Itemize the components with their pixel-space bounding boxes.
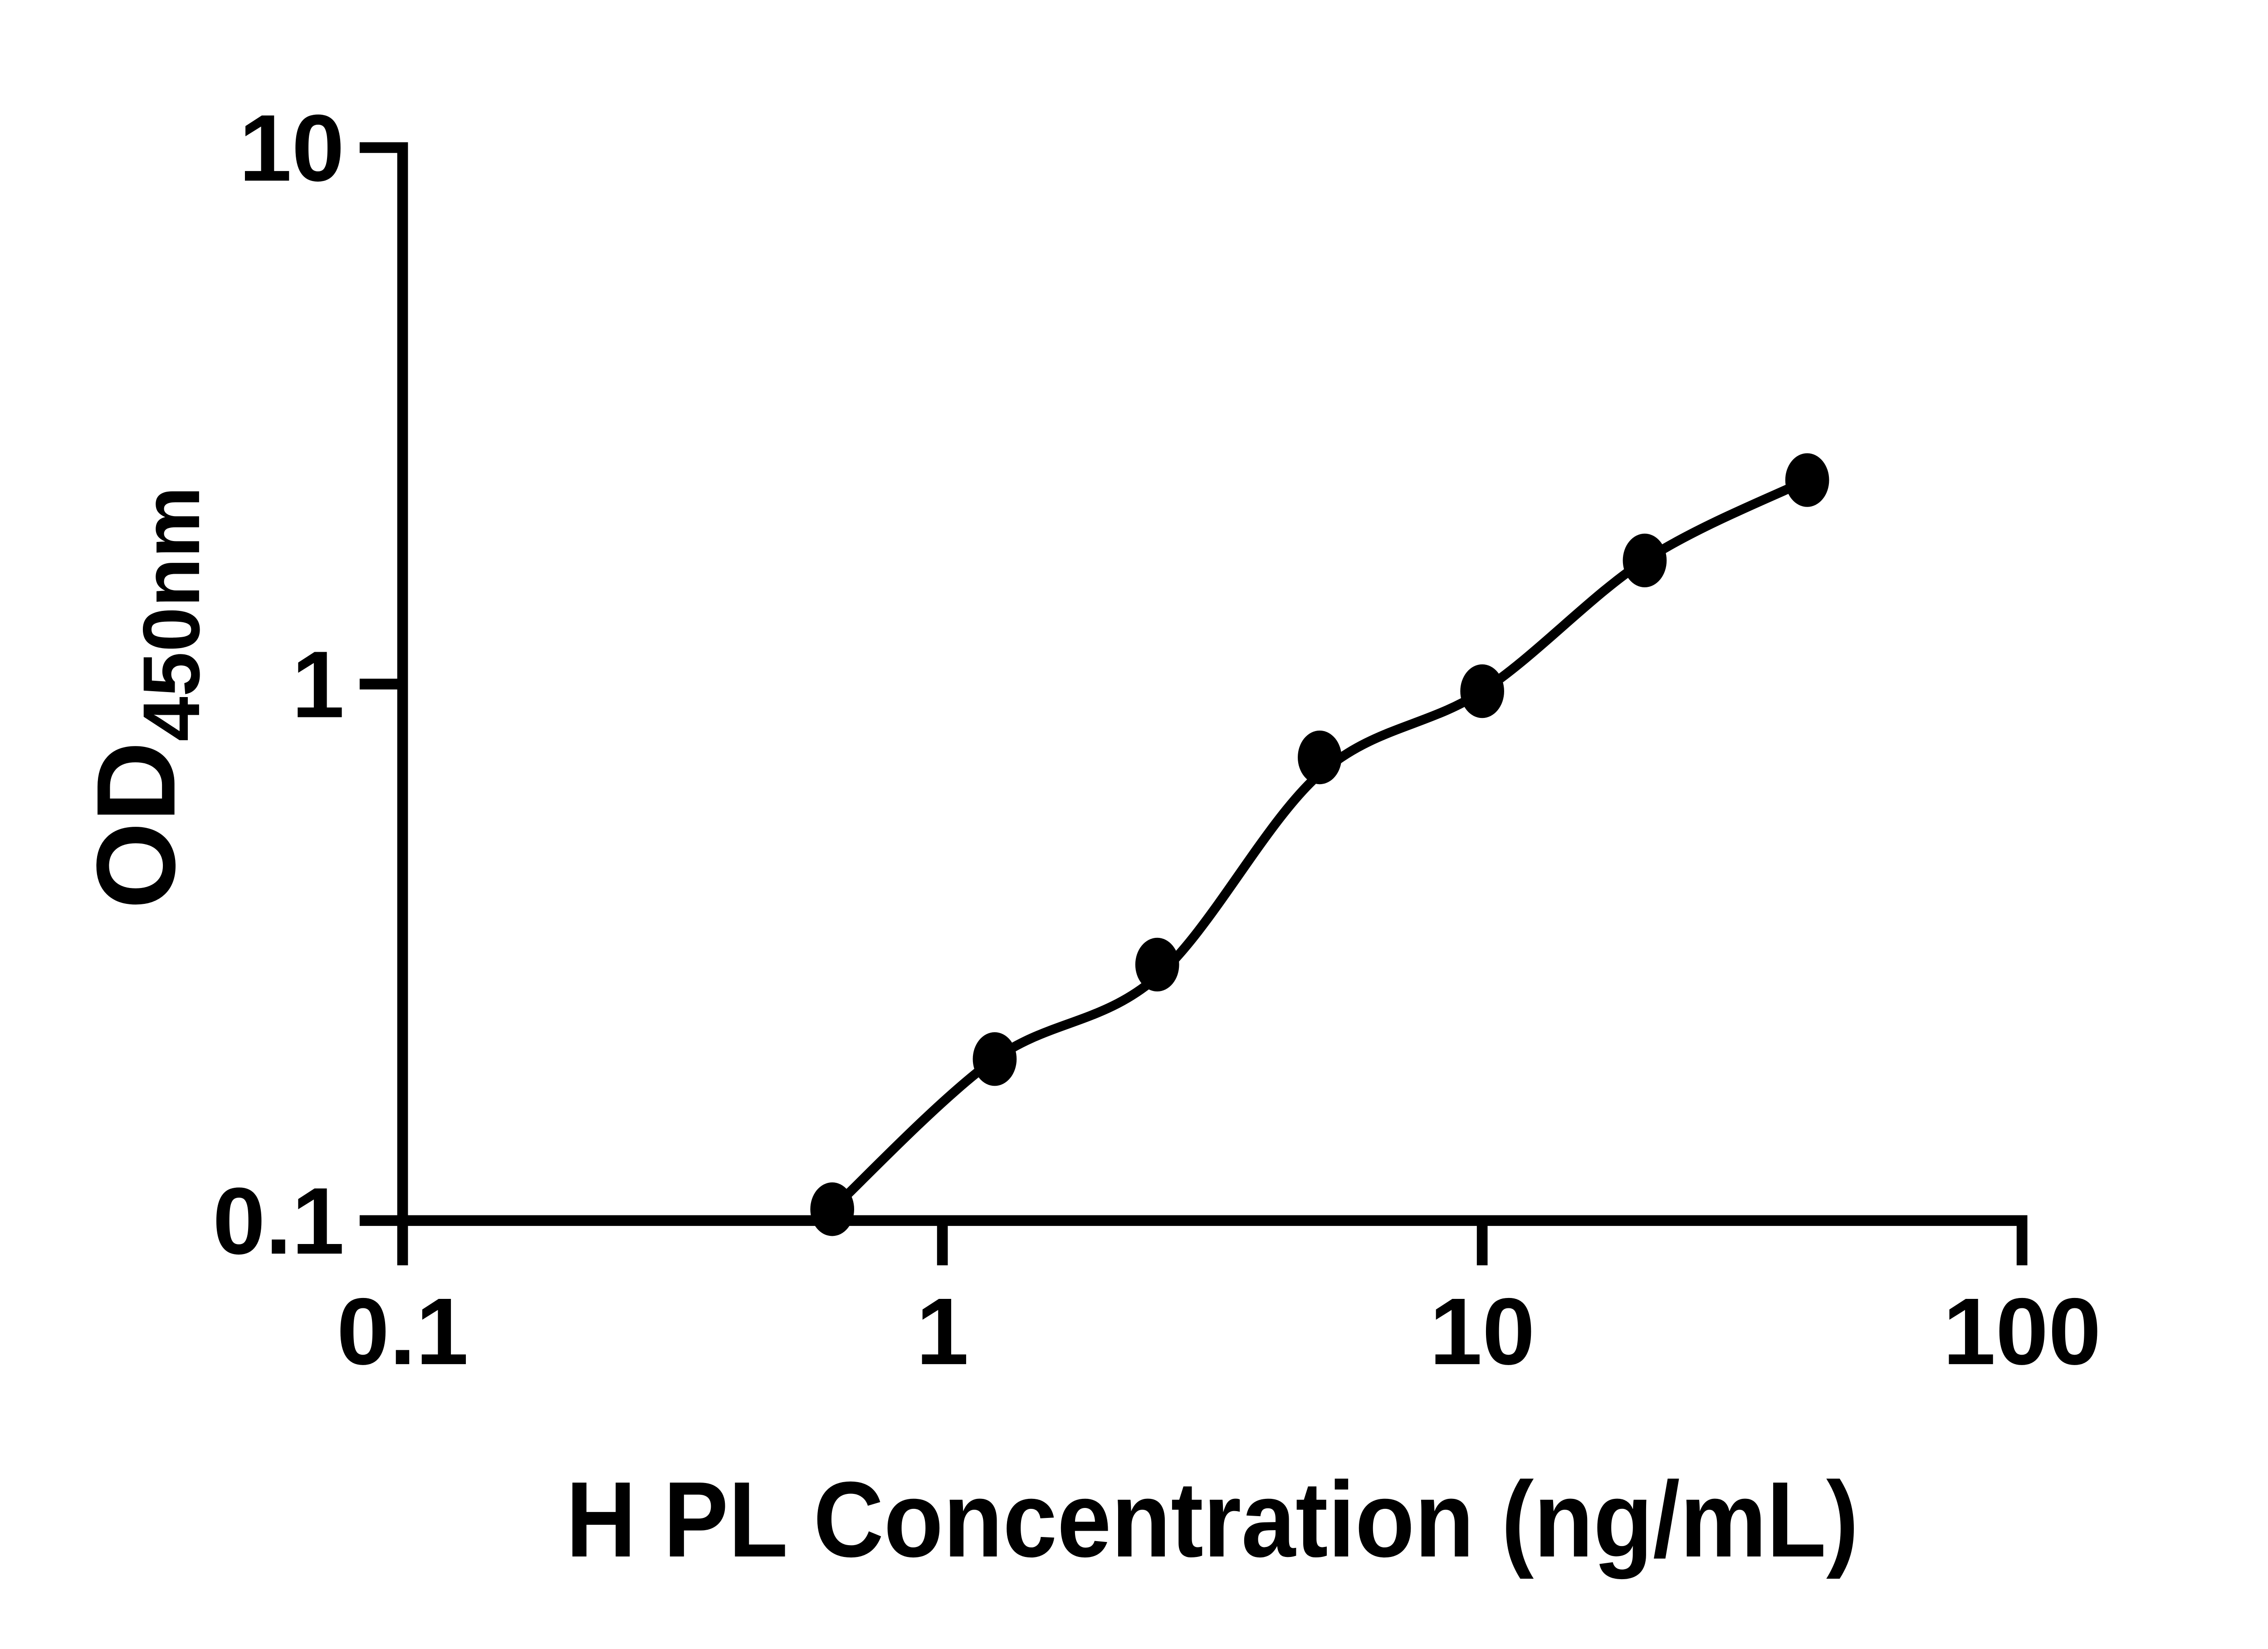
y-tick-label: 0.1 <box>213 1168 345 1274</box>
data-point-marker <box>1135 937 1179 992</box>
x-tick-label: 0.1 <box>337 1279 469 1385</box>
data-point-marker <box>1623 533 1667 587</box>
x-tick-label: 1 <box>916 1279 968 1385</box>
data-point-marker <box>810 1182 855 1236</box>
axis-frame-and-ticks <box>359 142 2028 1265</box>
data-point-marker <box>1460 664 1504 718</box>
tick-labels: 0.1 1 10 0.1 1 10 100 <box>213 95 2101 1384</box>
data-point-marker <box>973 1032 1017 1086</box>
y-axis-title: OD450nm <box>74 486 216 909</box>
axes <box>359 142 2028 1265</box>
y-axis-title-main: OD <box>74 742 199 909</box>
fit-curve <box>827 475 1812 1214</box>
y-axis-title-subscript: 450nm <box>126 486 216 741</box>
data-point-marker <box>1785 453 1829 507</box>
x-tick-label: 10 <box>1429 1279 1535 1385</box>
data-points <box>810 453 1829 1236</box>
data-point-marker <box>1298 730 1342 785</box>
fitted-curve-path <box>827 475 1812 1214</box>
y-tick-label: 1 <box>292 632 344 737</box>
x-axis-title: H PL Concentration (ng/mL) <box>566 1460 1859 1580</box>
y-tick-label: 10 <box>239 95 345 201</box>
x-tick-label: 100 <box>1943 1279 2101 1385</box>
